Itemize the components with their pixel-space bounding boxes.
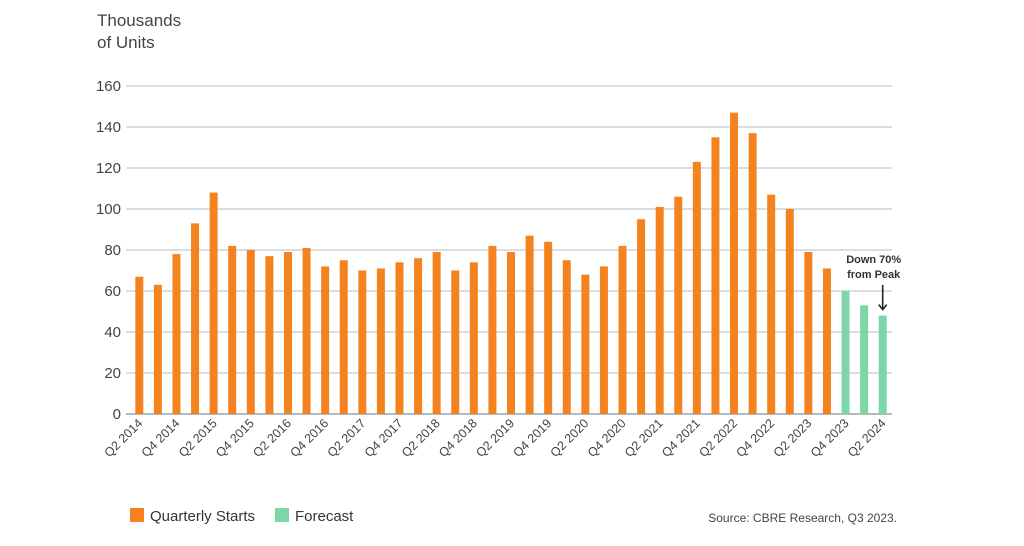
y-tick-label: 100 <box>96 201 121 218</box>
bar-quarterly-starts <box>822 268 831 414</box>
bar-quarterly-starts <box>674 196 683 414</box>
bar-quarterly-starts <box>432 252 441 414</box>
bar-quarterly-starts <box>525 235 534 414</box>
bar-quarterly-starts <box>804 252 813 414</box>
x-tick-label: Q2 2020 <box>548 416 592 460</box>
x-tick-label: Q4 2023 <box>808 416 852 460</box>
bar-quarterly-starts <box>507 252 515 414</box>
x-tick-label: Q4 2016 <box>287 416 331 460</box>
bar-forecast <box>860 305 869 414</box>
y-tick-label: 120 <box>96 160 121 177</box>
x-tick-label: Q4 2017 <box>362 416 406 460</box>
y-tick-label: 60 <box>104 283 121 300</box>
bar-quarterly-starts <box>581 274 590 414</box>
bar-quarterly-starts <box>488 245 497 414</box>
bar-quarterly-starts <box>618 245 627 414</box>
bar-quarterly-starts <box>637 219 646 414</box>
y-tick-label: 0 <box>113 406 121 423</box>
bar-quarterly-starts <box>283 252 292 414</box>
x-tick-label: Q4 2015 <box>213 416 257 460</box>
legend-swatch-quarterly-starts <box>130 508 144 522</box>
annotation-arrowhead-icon <box>878 304 888 311</box>
bar-quarterly-starts <box>414 258 423 414</box>
bar-quarterly-starts <box>153 284 162 414</box>
legend-label-forecast: Forecast <box>295 508 354 525</box>
y-tick-label: 160 <box>96 78 121 95</box>
bar-forecast <box>878 315 887 414</box>
bar-quarterly-starts <box>246 250 255 414</box>
bar-quarterly-starts <box>209 192 218 414</box>
legend-swatch-forecast <box>275 508 289 522</box>
x-tick-label: Q2 2022 <box>696 416 740 460</box>
bar-quarterly-starts <box>655 206 664 414</box>
x-tick-label: Q4 2018 <box>436 416 480 460</box>
bar-quarterly-starts <box>544 241 553 414</box>
legend: Quarterly Starts Forecast <box>130 508 354 525</box>
x-tick-label: Q4 2019 <box>510 416 554 460</box>
bar-quarterly-starts <box>785 209 794 414</box>
annotation-line-2: from Peak <box>847 269 901 281</box>
x-tick-label: Q2 2021 <box>622 416 666 460</box>
x-tick-label: Q2 2014 <box>102 416 146 460</box>
peak-annotation: Down 70% from Peak <box>846 254 901 311</box>
x-tick-label: Q2 2023 <box>771 416 815 460</box>
y-axis-ticks: 0 20 40 60 80 100 120 140 160 <box>96 78 121 423</box>
bar-quarterly-starts <box>339 260 348 414</box>
bar-quarterly-starts <box>748 133 757 414</box>
x-tick-label: Q4 2021 <box>659 416 703 460</box>
x-tick-label: Q2 2016 <box>250 416 294 460</box>
bar-quarterly-starts <box>730 112 739 415</box>
bar-quarterly-starts <box>228 245 237 414</box>
bar-quarterly-starts <box>135 276 144 414</box>
bar-quarterly-starts <box>265 256 274 414</box>
y-tick-label: 80 <box>104 242 121 259</box>
bar-quarterly-starts <box>172 254 181 414</box>
bar-quarterly-starts <box>191 223 200 414</box>
x-tick-label: Q4 2014 <box>139 416 183 460</box>
x-tick-label: Q2 2015 <box>176 416 220 460</box>
x-tick-label: Q2 2024 <box>845 416 889 460</box>
y-tick-label: 140 <box>96 119 121 136</box>
x-tick-label: Q2 2019 <box>473 416 517 460</box>
annotation-line-1: Down 70% <box>846 254 901 266</box>
x-tick-label: Q4 2022 <box>733 416 777 460</box>
bar-quarterly-starts <box>302 247 311 414</box>
bar-forecast <box>841 291 850 414</box>
bar-quarterly-starts <box>358 270 367 414</box>
bar-quarterly-starts <box>321 266 330 414</box>
bar-quarterly-starts <box>562 260 571 414</box>
y-axis-label-line-1: Thousands <box>97 11 181 30</box>
x-tick-label: Q2 2017 <box>325 416 369 460</box>
x-tick-label: Q4 2020 <box>585 416 629 460</box>
bar-quarterly-starts <box>395 262 404 414</box>
bar-quarterly-starts <box>599 266 608 414</box>
y-axis-label: Thousands of Units <box>97 11 181 52</box>
y-tick-label: 40 <box>104 324 121 341</box>
bars <box>135 112 887 415</box>
legend-label-quarterly-starts: Quarterly Starts <box>150 508 255 525</box>
bar-quarterly-starts <box>767 194 776 414</box>
bar-quarterly-starts <box>451 270 460 414</box>
bar-quarterly-starts <box>692 161 701 414</box>
x-tick-label: Q2 2018 <box>399 416 443 460</box>
y-tick-label: 20 <box>104 365 121 382</box>
y-axis-label-line-2: of Units <box>97 33 155 52</box>
bar-quarterly-starts <box>469 262 478 414</box>
bar-quarterly-starts <box>376 268 385 414</box>
source-note: Source: CBRE Research, Q3 2023. <box>708 511 897 525</box>
bar-quarterly-starts <box>711 137 720 414</box>
